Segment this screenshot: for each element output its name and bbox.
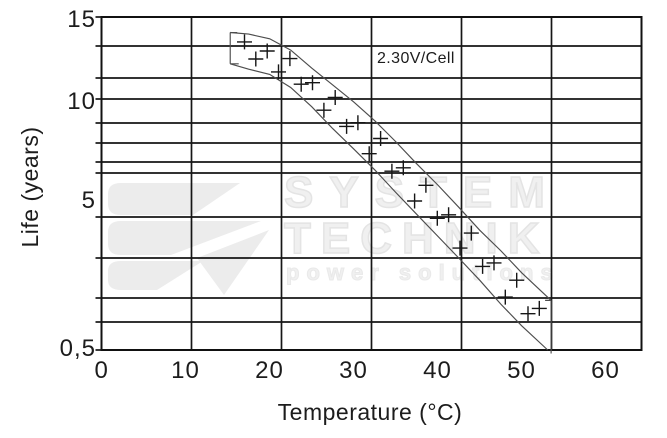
band-plus-marker — [452, 240, 468, 256]
x-tick-label-0: 0 — [94, 357, 109, 384]
band-plus-marker — [463, 225, 479, 241]
watermark-text-line3: power solutions — [286, 260, 560, 286]
band-plus-marker — [293, 76, 309, 92]
band-plus-marker — [429, 210, 445, 226]
band-plus-marker — [509, 272, 525, 288]
x-tick-label-50: 50 — [507, 357, 536, 384]
band-right-cap — [545, 299, 552, 354]
band-plus-marker — [475, 258, 491, 274]
band-upper-curve — [230, 31, 552, 301]
band-plus-marker — [441, 207, 457, 223]
band-plus-marker — [271, 64, 286, 80]
band-plus-marker — [339, 118, 355, 134]
band-plus-marker — [418, 177, 434, 193]
band-plus-marker — [282, 51, 298, 67]
band-plus-marker — [520, 306, 536, 322]
x-axis-title: Temperature (°C) — [277, 399, 463, 425]
band-plus-marker — [531, 300, 547, 316]
plot-border — [100, 16, 643, 351]
band-plus-marker — [305, 75, 320, 91]
x-tick-label-40: 40 — [423, 357, 452, 384]
y-tick-label-0,5: 0,5 — [59, 335, 96, 362]
band-plus-marker — [497, 289, 513, 305]
x-tick-label-10: 10 — [171, 357, 200, 384]
band-plus-marker — [384, 163, 400, 179]
band-left-cap — [229, 31, 239, 65]
band-lower-curve — [230, 63, 549, 351]
y-tick-label-5: 5 — [81, 187, 96, 214]
y-tick-label-10: 10 — [67, 88, 96, 115]
watermark-text-line2: TECHNIK — [283, 213, 550, 264]
band-plus-marker — [327, 90, 343, 105]
cell-voltage-annotation: 2.30V/Cell — [377, 50, 455, 67]
band-plus-marker — [373, 131, 389, 146]
band-plus-marker — [350, 115, 366, 131]
y-tick-label-15: 15 — [67, 6, 96, 33]
x-tick-label-30: 30 — [339, 357, 368, 384]
band-plus-marker — [316, 102, 332, 118]
watermark-text-line1: SYSTEM — [283, 167, 561, 218]
band-plus-marker — [248, 51, 264, 67]
band-plus-marker — [407, 193, 423, 209]
x-tick-label-20: 20 — [255, 357, 284, 384]
band-plus-marker — [395, 160, 411, 176]
band-plus-marker — [361, 146, 377, 162]
band-plus-marker — [259, 43, 275, 59]
x-tick-label-60: 60 — [591, 357, 620, 384]
band-plus-marker — [237, 34, 252, 50]
band-plus-marker — [486, 255, 502, 271]
